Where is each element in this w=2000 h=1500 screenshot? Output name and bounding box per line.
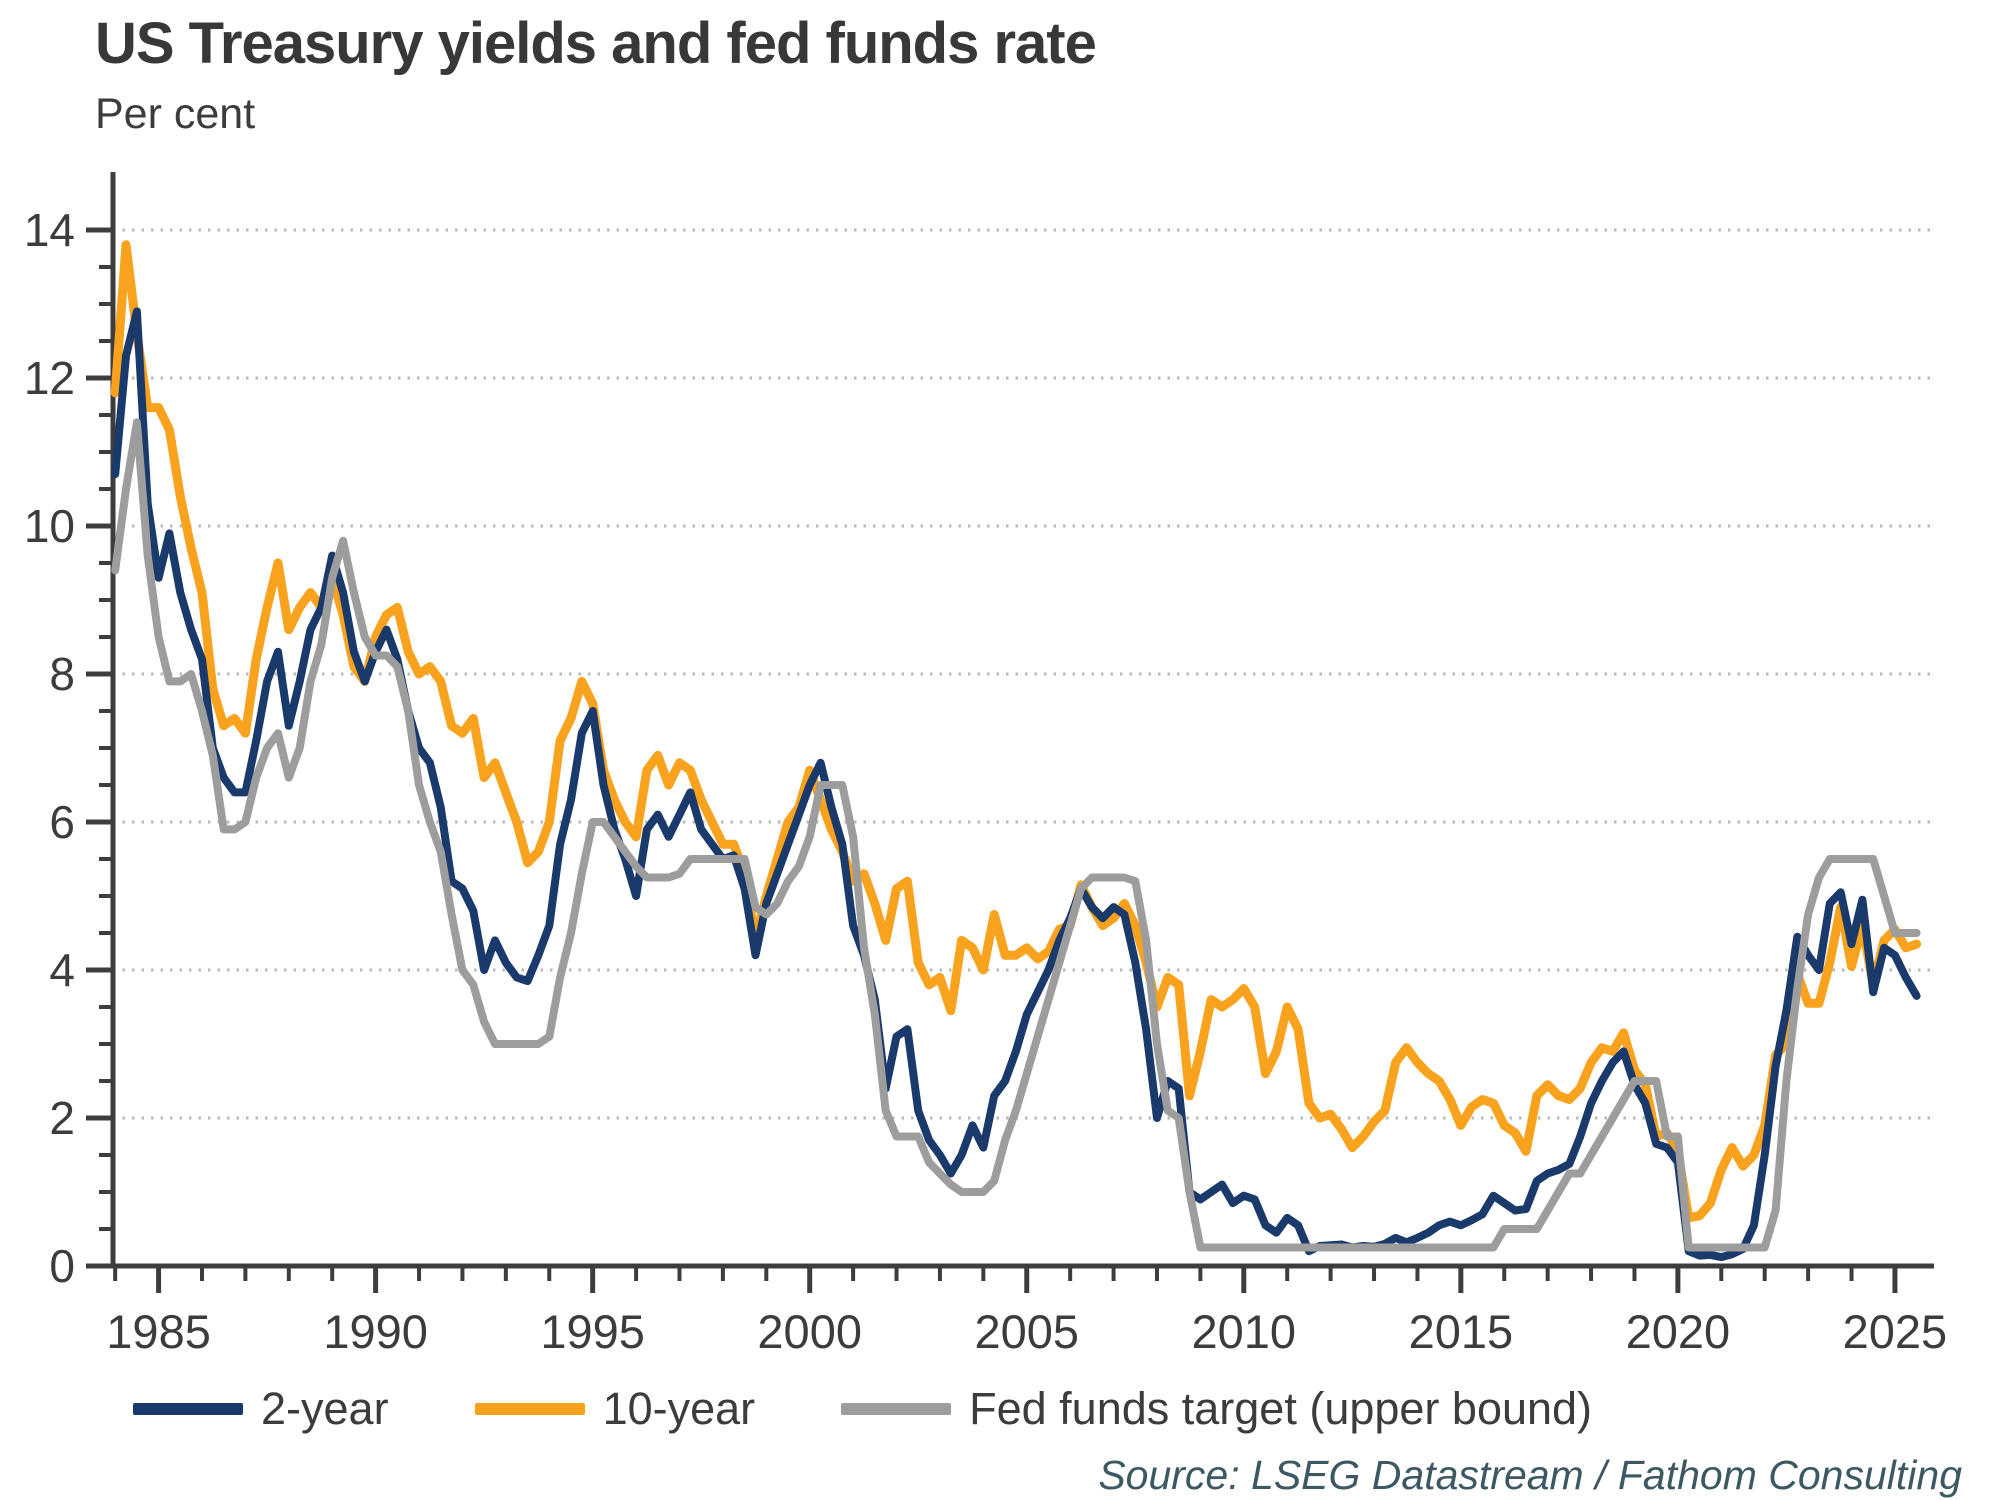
x-tick-label-2015: 2015 — [1409, 1305, 1514, 1358]
y-tick-label-4: 4 — [49, 944, 75, 996]
x-tick-label-1995: 1995 — [540, 1305, 645, 1358]
legend-item-fed-funds-target-upper-bound: Fed funds target (upper bound) — [841, 1383, 1592, 1435]
legend-item-10-year: 10-year — [474, 1383, 756, 1435]
x-tick-label-1990: 1990 — [323, 1305, 428, 1358]
y-tick-label-6: 6 — [49, 796, 75, 848]
legend-label: Fed funds target (upper bound) — [969, 1383, 1593, 1434]
page-title: US Treasury yields and fed funds rate — [95, 11, 1097, 76]
x-tick-label-1985: 1985 — [106, 1305, 211, 1358]
x-tick-label-2020: 2020 — [1626, 1305, 1731, 1358]
series-line-fed-funds-target-upper-bound — [111, 418, 1921, 1252]
x-tick-label-2000: 2000 — [757, 1305, 862, 1358]
source-attribution: Source: LSEG Datastream / Fathom Consult… — [1098, 1452, 1962, 1498]
y-tick-label-2: 2 — [49, 1092, 75, 1144]
y-tick-label-10: 10 — [24, 500, 75, 552]
x-tick-label-2010: 2010 — [1192, 1305, 1297, 1358]
y-tick-label-8: 8 — [49, 648, 75, 700]
series-line-10-year — [110, 240, 1922, 1223]
legend-label: 10-year — [602, 1383, 756, 1434]
legend-label: 2-year — [261, 1383, 389, 1434]
y-axis-unit-label: Per cent — [95, 90, 256, 138]
y-tick-label-14: 14 — [24, 204, 75, 256]
x-tick-label-2025: 2025 — [1843, 1305, 1948, 1358]
y-tick-label-12: 12 — [24, 352, 75, 404]
y-tick-label-0: 0 — [49, 1240, 75, 1292]
legend-item-2-year: 2-year — [133, 1383, 389, 1435]
legend-swatch-icon — [841, 1403, 952, 1415]
legend-swatch-icon — [133, 1403, 243, 1415]
x-tick-label-2005: 2005 — [974, 1305, 1079, 1358]
chart-legend: 2-year 10-year Fed funds target (upper bou… — [133, 1383, 1592, 1435]
legend-swatch-icon — [474, 1403, 585, 1415]
